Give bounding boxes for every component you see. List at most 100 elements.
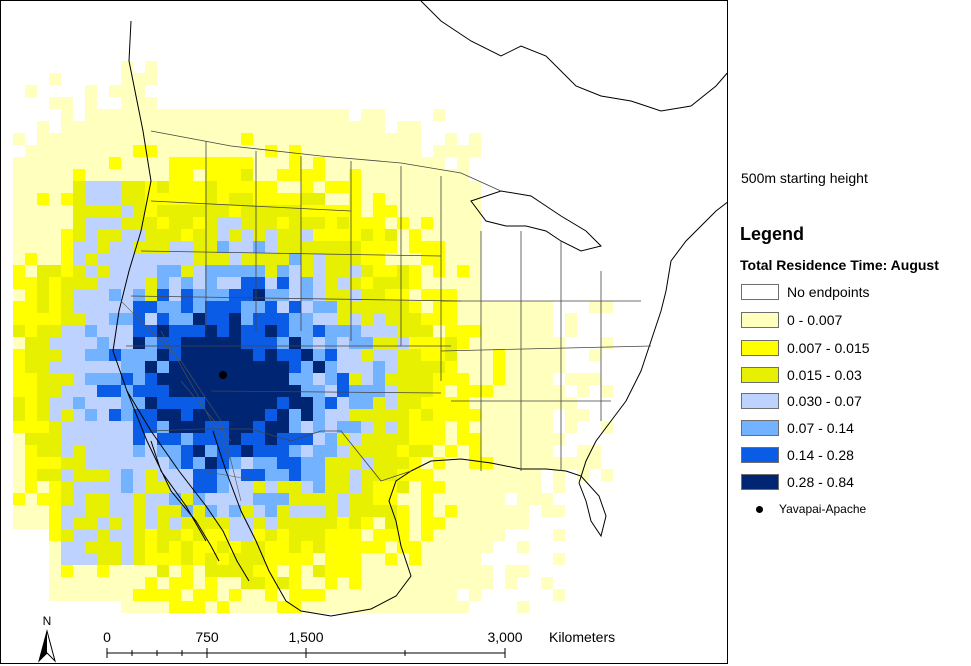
raster-cell (37, 121, 49, 133)
raster-cell (121, 337, 133, 349)
raster-cell (97, 265, 109, 277)
raster-cell (421, 445, 433, 457)
raster-cell (493, 397, 505, 409)
raster-cell (289, 361, 301, 373)
raster-cell (433, 469, 445, 481)
raster-cell (133, 553, 145, 565)
raster-cell (265, 313, 277, 325)
raster-cell (181, 289, 193, 301)
raster-cell (349, 325, 361, 337)
raster-cell (361, 361, 373, 373)
raster-cell (385, 433, 397, 445)
raster-cell (337, 121, 349, 133)
raster-cell (109, 589, 121, 601)
raster-cell (181, 601, 193, 613)
raster-cell (85, 109, 97, 121)
raster-cell (325, 325, 337, 337)
raster-cell (241, 337, 253, 349)
raster-cell (193, 277, 205, 289)
raster-cell (49, 373, 61, 385)
raster-cell (301, 109, 313, 121)
raster-cell (73, 565, 85, 577)
raster-cell (157, 313, 169, 325)
raster-cell (13, 217, 25, 229)
raster-cell (421, 181, 433, 193)
raster-cell (181, 253, 193, 265)
raster-cell (193, 193, 205, 205)
raster-cell (385, 241, 397, 253)
raster-cell (109, 505, 121, 517)
raster-cell (277, 205, 289, 217)
raster-cell (313, 361, 325, 373)
raster-cell (205, 601, 217, 613)
raster-cell (121, 73, 133, 85)
legend-class-row: 0.28 - 0.84 (741, 473, 854, 491)
raster-cell (349, 589, 361, 601)
raster-cell (601, 301, 613, 313)
raster-cell (229, 205, 241, 217)
raster-cell (145, 313, 157, 325)
raster-cell (205, 313, 217, 325)
raster-cell (385, 577, 397, 589)
raster-cell (361, 109, 373, 121)
raster-cell (361, 505, 373, 517)
legend-class-row: 0.007 - 0.015 (741, 339, 870, 357)
map-canvas[interactable]: N (1, 1, 728, 664)
raster-cell (25, 373, 37, 385)
raster-cell (541, 409, 553, 421)
raster-cell (37, 481, 49, 493)
raster-cell (397, 349, 409, 361)
raster-cell (493, 445, 505, 457)
raster-cell (133, 565, 145, 577)
raster-cell (289, 349, 301, 361)
raster-cell (445, 193, 457, 205)
raster-cell (61, 541, 73, 553)
raster-cell (409, 313, 421, 325)
raster-cell (421, 157, 433, 169)
raster-cell (169, 193, 181, 205)
raster-cell (541, 385, 553, 397)
raster-cell (349, 517, 361, 529)
raster-cell (277, 493, 289, 505)
raster-cell (421, 253, 433, 265)
raster-cell (421, 541, 433, 553)
raster-cell (85, 217, 97, 229)
raster-cell (241, 265, 253, 277)
raster-cell (325, 421, 337, 433)
raster-cell (253, 373, 265, 385)
legend-class-row: 0.015 - 0.03 (741, 366, 862, 384)
legend-point-entry: Yavapai-Apache (741, 500, 866, 518)
raster-cell (397, 421, 409, 433)
raster-cell (277, 229, 289, 241)
raster-cell (505, 409, 517, 421)
raster-cell (397, 205, 409, 217)
raster-cell (145, 361, 157, 373)
raster-cell (253, 517, 265, 529)
raster-cell (313, 337, 325, 349)
raster-cell (325, 577, 337, 589)
raster-cell (217, 541, 229, 553)
raster-cell (205, 145, 217, 157)
raster-cell (397, 241, 409, 253)
raster-cell (193, 541, 205, 553)
raster-cell (313, 253, 325, 265)
raster-cell (481, 421, 493, 433)
raster-cell (337, 361, 349, 373)
raster-cell (301, 529, 313, 541)
raster-cell (169, 397, 181, 409)
raster-cell (193, 481, 205, 493)
raster-cell (229, 577, 241, 589)
raster-cell (349, 565, 361, 577)
raster-cell (325, 457, 337, 469)
raster-cell (109, 85, 121, 97)
raster-cell (421, 241, 433, 253)
raster-cell (85, 157, 97, 169)
raster-cell (325, 157, 337, 169)
map-frame[interactable]: N 0 750 1,500 3,000 Kilometers (0, 0, 728, 664)
raster-cell (121, 397, 133, 409)
raster-cell (277, 385, 289, 397)
yavapai-apache-marker[interactable] (219, 371, 227, 379)
raster-cell (25, 517, 37, 529)
raster-cell (337, 145, 349, 157)
raster-cell (409, 289, 421, 301)
